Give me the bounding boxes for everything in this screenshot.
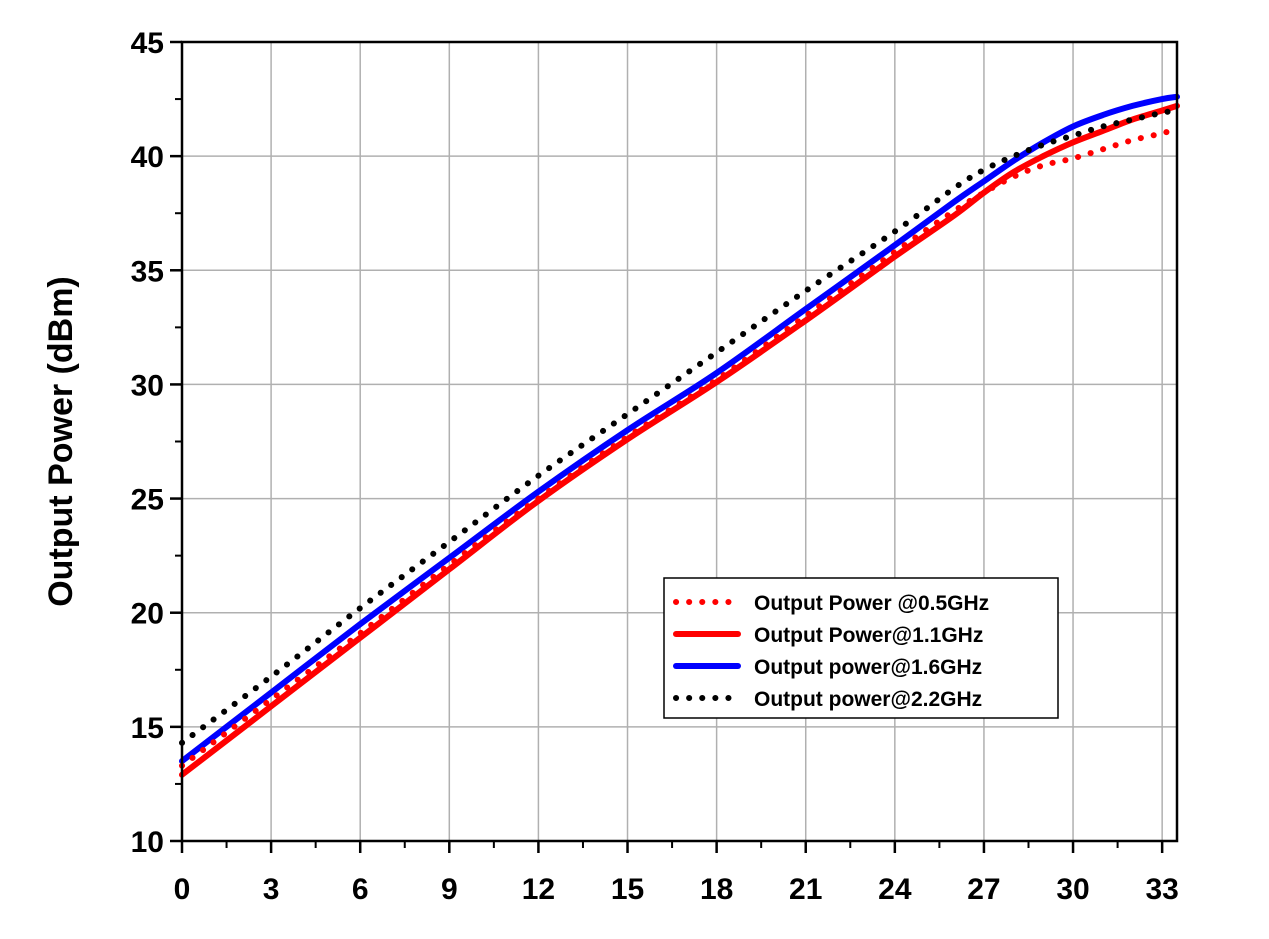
x-tick-label: 15 [611, 873, 644, 906]
y-tick-label: 35 [131, 255, 164, 288]
x-tick-label: 24 [878, 873, 912, 906]
x-tick-label: 18 [700, 873, 733, 906]
x-tick-label: 12 [522, 873, 555, 906]
x-tick-label: 0 [174, 873, 191, 906]
series-line-2 [179, 102, 1180, 778]
x-tick-label: 21 [789, 873, 822, 906]
y-tick-label: 30 [131, 369, 164, 402]
legend-label: Output Power@1.1GHz [754, 624, 983, 647]
tick-labels: 0 3 6 9 12 15 18 21 24 27 30 33 10 15 20 25 30 35 40 45 [131, 27, 1179, 906]
y-axis-title: Output Power (dBm) [42, 276, 80, 607]
x-tick-label: 6 [352, 873, 369, 906]
series-lines [179, 93, 1180, 778]
series-line-4 [179, 107, 1180, 746]
x-tick-label: 3 [263, 873, 280, 906]
axis-ticks [170, 40, 1164, 853]
series-line-3 [179, 93, 1180, 765]
series-line-1 [179, 125, 1180, 769]
y-tick-label: 10 [131, 826, 164, 859]
legend-label: Output Power @0.5GHz [754, 592, 989, 615]
y-tick-label: 20 [131, 598, 164, 631]
legend: Output Power @0.5GHz Output Power@1.1GHz O… [663, 577, 1059, 719]
y-tick-label: 15 [131, 712, 164, 745]
x-tick-label: 9 [441, 873, 458, 906]
y-tick-label: 40 [131, 141, 164, 174]
x-tick-label: 27 [967, 873, 1000, 906]
x-tick-label: 30 [1056, 873, 1089, 906]
legend-label: Output power@1.6GHz [754, 656, 982, 679]
legend-label: Output power@2.2GHz [754, 688, 982, 711]
x-tick-label: 33 [1145, 873, 1178, 906]
y-tick-label: 25 [131, 484, 164, 517]
y-tick-label: 45 [131, 27, 164, 60]
